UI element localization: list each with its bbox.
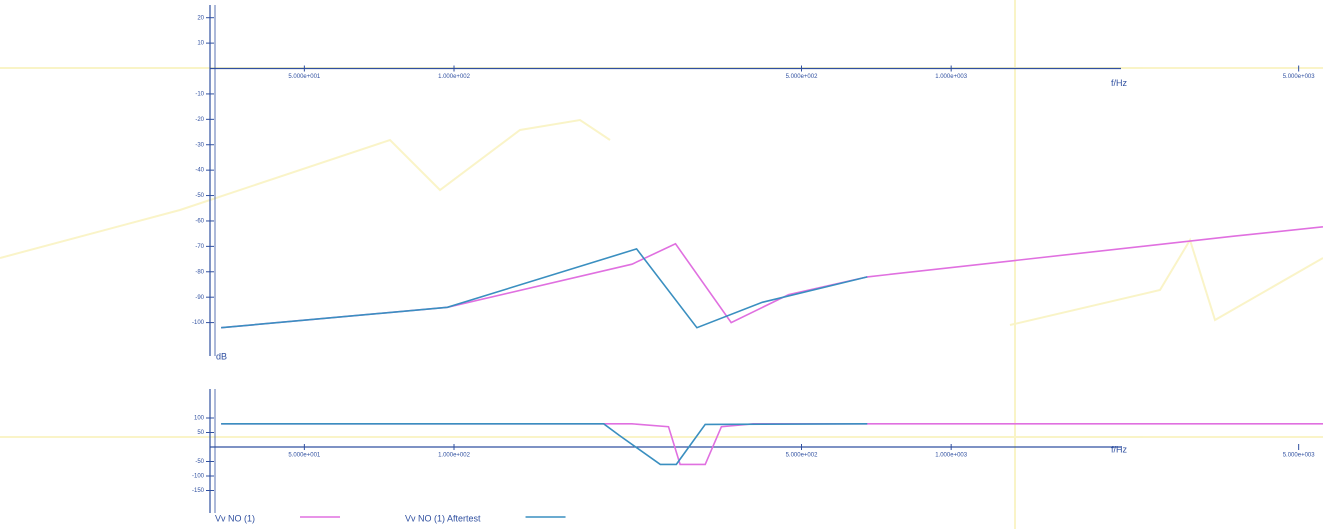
y-tick-label: -50 xyxy=(195,459,204,465)
x-tick-label: 5.000e+001 xyxy=(288,74,321,80)
legend-label: Vv NO (1) Aftertest xyxy=(405,513,481,523)
y-tick-label: 100 xyxy=(194,416,205,422)
x-tick-label: 1.000e+002 xyxy=(438,74,471,80)
x-tick-label: 1.000e+003 xyxy=(935,453,968,459)
x-tick-label: 1.000e+002 xyxy=(438,453,471,459)
x-tick-label: 5.000e+002 xyxy=(786,453,819,459)
y-tick-label: -80 xyxy=(195,269,204,275)
y-tick-label: -50 xyxy=(195,193,204,199)
x-tick-label: 5.000e+002 xyxy=(786,74,819,80)
legend-label: Vv NO (1) xyxy=(215,513,255,523)
x-axis-label: f/Hz xyxy=(1111,444,1128,454)
y-tick-label: -30 xyxy=(195,142,204,148)
y-tick-label: -100 xyxy=(192,474,205,480)
series-line xyxy=(221,423,868,466)
y-tick-label: -70 xyxy=(195,244,204,250)
y-tick-label: -100 xyxy=(192,320,205,326)
x-tick-label: 5.000e+003 xyxy=(1283,74,1316,80)
y-tick-label: -60 xyxy=(195,219,204,225)
y-tick-label: 20 xyxy=(197,15,204,21)
x-tick-label: 5.000e+001 xyxy=(288,453,321,459)
x-tick-label: 5.000e+003 xyxy=(1283,453,1316,459)
y-tick-label: -40 xyxy=(195,168,204,174)
y-axis-label: dB xyxy=(216,351,227,361)
y-tick-label: -20 xyxy=(195,117,204,123)
x-axis-label: f/Hz xyxy=(1111,78,1128,88)
series-line xyxy=(221,247,868,329)
y-tick-label: 50 xyxy=(197,430,204,436)
y-tick-label: -90 xyxy=(195,295,204,301)
y-tick-label: 10 xyxy=(197,41,204,47)
y-tick-label: -150 xyxy=(192,488,205,494)
series-line xyxy=(221,226,1323,329)
y-tick-label: -10 xyxy=(195,92,204,98)
series-line xyxy=(221,423,1323,466)
x-tick-label: 1.000e+003 xyxy=(935,74,968,80)
